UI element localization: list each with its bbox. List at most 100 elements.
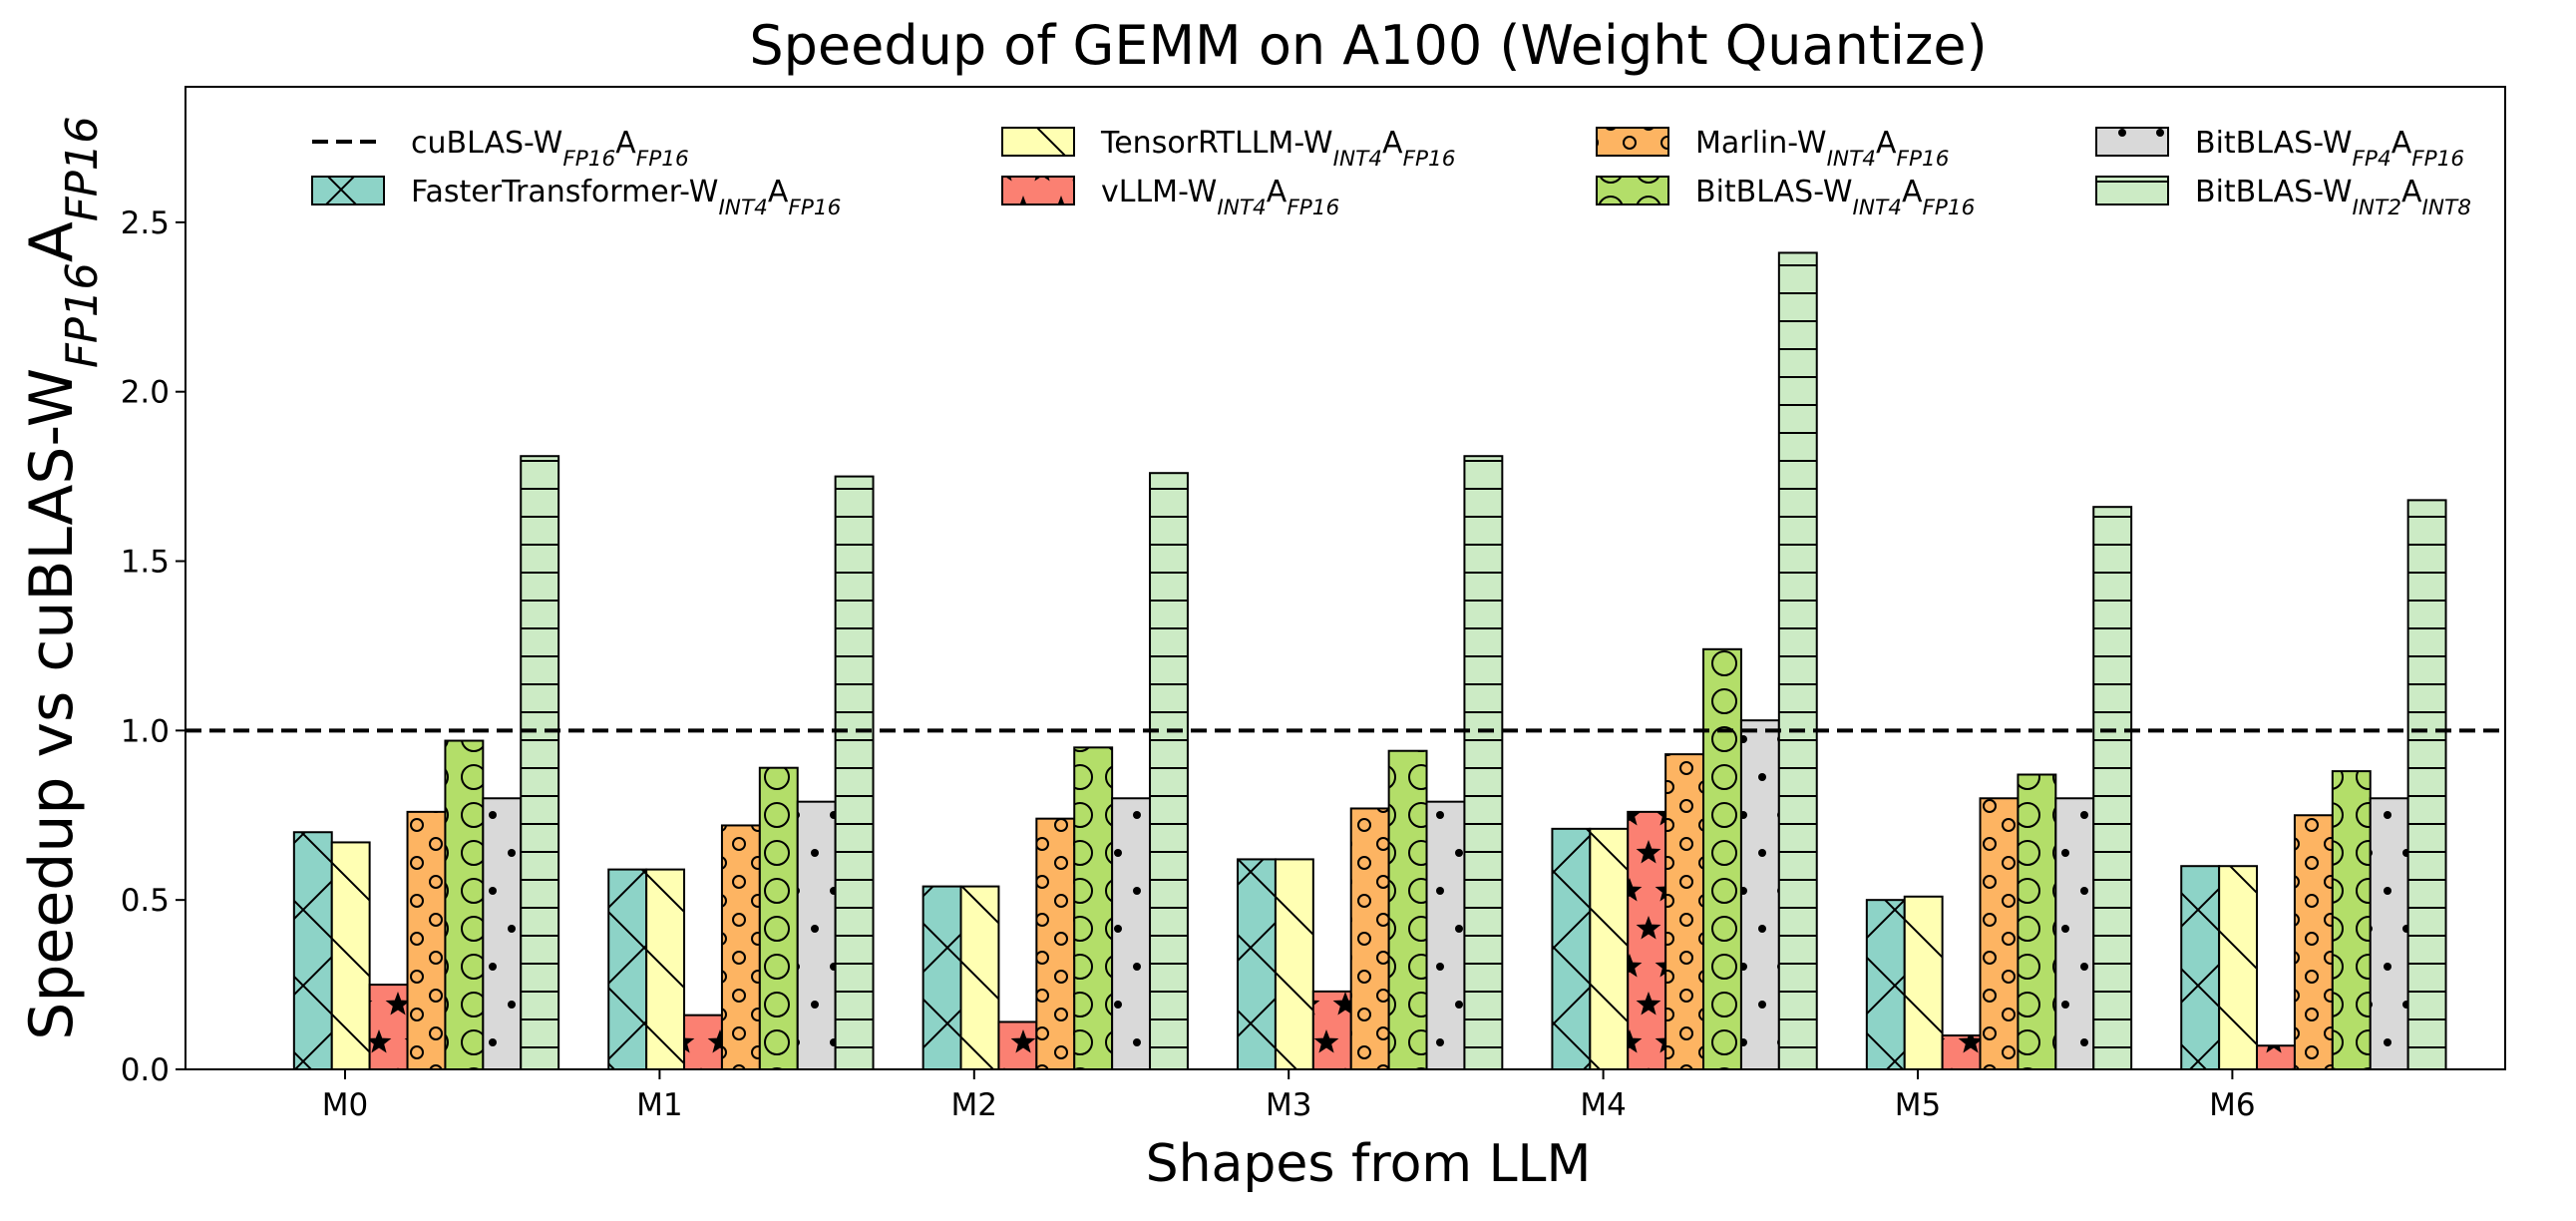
- bar: [607, 868, 648, 1070]
- legend-label-subscript: FP16: [1403, 147, 1456, 172]
- bar: [1073, 746, 1114, 1070]
- y-tick-label: 1.5: [121, 545, 170, 581]
- legend-label-part: A: [768, 175, 789, 209]
- y-axis-label: Speedup vs cuBLAS-WFP16AFP16: [17, 116, 108, 1040]
- legend-label-part: BitBLAS-W: [2195, 126, 2353, 161]
- legend-label-part: vLLM-W: [1101, 175, 1217, 209]
- bar: [2256, 1044, 2296, 1070]
- bar: [1349, 807, 1390, 1070]
- legend-label-subscript: INT4: [1217, 196, 1266, 220]
- bar: [2369, 797, 2409, 1071]
- bar: [1387, 749, 1428, 1070]
- legend-label-part: BitBLAS-W: [1695, 175, 1853, 209]
- bar: [1111, 797, 1152, 1071]
- legend-label-part: BitBLAS-W: [2195, 175, 2353, 209]
- legend-label: vLLM-WINT4AFP16: [1101, 175, 1339, 220]
- legend-label-subscript: INT4: [1853, 196, 1902, 220]
- legend-label: Marlin-WINT4AFP16: [1695, 126, 1949, 172]
- bar: [796, 800, 837, 1070]
- legend-label-subscript: FP16: [1287, 196, 1339, 220]
- legend-label-subscript: INT8: [2421, 196, 2470, 220]
- bar: [2092, 506, 2133, 1070]
- legend-swatch: [1001, 176, 1075, 205]
- x-tick-label: M2: [951, 1087, 997, 1123]
- legend-label-part: A: [1267, 175, 1288, 209]
- y-axis-label-subscript: FP16: [58, 116, 108, 221]
- bar: [1941, 1034, 1982, 1070]
- bar: [1903, 895, 1944, 1071]
- legend-label-part: A: [2392, 126, 2412, 161]
- legend-label-subscript: INT2: [2353, 196, 2401, 220]
- legend-swatch: [2095, 176, 2169, 205]
- x-axis-label: Shapes from LLM: [1146, 1134, 1592, 1194]
- x-tick-label: M5: [1895, 1087, 1941, 1123]
- legend-swatch: [311, 176, 385, 205]
- legend-label-subscript: INT4: [1333, 147, 1382, 172]
- legend-label: BitBLAS-WFP4AFP16: [2195, 126, 2464, 172]
- legend-label-subscript: FP4: [2353, 147, 2392, 172]
- bar: [292, 831, 333, 1071]
- legend-label: BitBLAS-WINT4AFP16: [1695, 175, 1975, 220]
- legend-label-subscript: INT4: [1827, 147, 1876, 172]
- legend-label-subscript: INT4: [718, 196, 767, 220]
- bar: [1149, 472, 1189, 1070]
- bar: [330, 841, 371, 1070]
- bar: [2218, 865, 2259, 1071]
- legend-label: cuBLAS-WFP16AFP16: [411, 126, 689, 172]
- bar: [1979, 797, 2020, 1071]
- bar: [1551, 827, 1592, 1071]
- bar: [1777, 251, 1818, 1070]
- bar: [444, 739, 485, 1070]
- bar: [758, 766, 799, 1070]
- bar: [368, 984, 409, 1070]
- legend-label-subscript: FP16: [562, 147, 615, 172]
- y-axis-label-part: A: [17, 221, 87, 262]
- legend-label-part: TensorRTLLM-W: [1100, 126, 1333, 161]
- bar: [2054, 797, 2095, 1071]
- bar: [1664, 753, 1705, 1070]
- legend-label-part: A: [2401, 175, 2422, 209]
- legend-swatch: [2095, 127, 2169, 157]
- legend-label-subscript: FP16: [1897, 147, 1950, 172]
- legend-label-subscript: FP16: [2411, 147, 2464, 172]
- bar: [1237, 858, 1277, 1071]
- bar: [2017, 773, 2057, 1070]
- bar: [2180, 865, 2221, 1071]
- bar: [1035, 817, 1076, 1070]
- legend-label: FasterTransformer-WINT4AFP16: [411, 175, 841, 220]
- bar: [959, 885, 1000, 1070]
- y-tick-label: 0.5: [121, 883, 170, 919]
- x-tick-label: M4: [1580, 1087, 1626, 1123]
- legend-label-part: A: [1902, 175, 1923, 209]
- legend-label-part: cuBLAS-W: [411, 126, 562, 161]
- plot-frame: [184, 86, 2506, 1070]
- chart-title: Speedup of GEMM on A100 (Weight Quantize…: [749, 14, 1987, 77]
- bar: [1589, 827, 1630, 1071]
- bar: [683, 1014, 723, 1070]
- legend-swatch: [1596, 176, 1669, 205]
- legend-label-subscript: FP16: [636, 147, 689, 172]
- x-tick-label: M0: [322, 1087, 368, 1123]
- bar: [406, 810, 447, 1070]
- bar: [1627, 810, 1667, 1070]
- legend-label-part: A: [1382, 126, 1403, 161]
- legend-label-part: FasterTransformer-W: [411, 175, 718, 209]
- bar: [482, 797, 523, 1071]
- bar: [2293, 814, 2334, 1070]
- bar: [1739, 719, 1780, 1070]
- legend-label-subscript: FP16: [788, 196, 841, 220]
- y-tick-label: 2.5: [121, 205, 170, 241]
- y-tick-label: 2.0: [121, 375, 170, 411]
- legend-label-part: A: [1876, 126, 1897, 161]
- bar: [834, 475, 875, 1070]
- legend-label-part: Marlin-W: [1695, 126, 1827, 161]
- bar: [921, 885, 962, 1070]
- legend-label: TensorRTLLM-WINT4AFP16: [1100, 126, 1456, 172]
- bar: [2406, 499, 2447, 1070]
- legend-label-subscript: FP16: [1922, 196, 1975, 220]
- bar: [2331, 770, 2372, 1070]
- y-tick-label: 1.0: [121, 713, 170, 749]
- bar: [1425, 800, 1466, 1070]
- y-tick-label: 0.0: [121, 1052, 170, 1088]
